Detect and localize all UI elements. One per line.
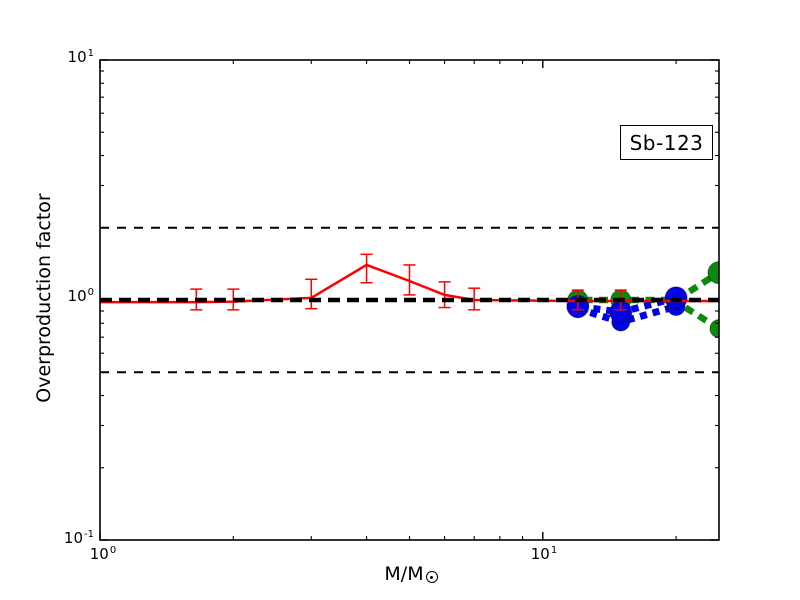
x-axis-tick-label-10: 101 bbox=[513, 545, 575, 565]
y-axis-tick-label-0p1: 10-1 bbox=[18, 529, 94, 549]
y-axis-tick-label-10: 101 bbox=[18, 48, 94, 68]
isotope-label-box: Sb-123 bbox=[620, 125, 713, 160]
sun-symbol-icon bbox=[425, 571, 438, 583]
tick-base: 10 bbox=[63, 529, 84, 547]
tick-exponent: 1 bbox=[87, 48, 94, 59]
green-massive-flat-upper-branch-marker bbox=[707, 261, 719, 285]
data-layer bbox=[100, 253, 719, 339]
isotope-label: Sb-123 bbox=[629, 130, 704, 155]
x-axis-title: M/M bbox=[351, 563, 471, 585]
tick-exponent: 0 bbox=[109, 545, 117, 556]
tick-base: 10 bbox=[530, 545, 550, 563]
green-massive-lower-branch-marker bbox=[709, 319, 719, 339]
y-axis-title: Overproduction factor bbox=[33, 193, 55, 403]
x-axis-title-text: M/M bbox=[384, 563, 424, 585]
axis-ticks bbox=[99, 59, 719, 541]
tick-base: 10 bbox=[67, 48, 87, 66]
tick-base: 10 bbox=[89, 545, 109, 563]
y-axis-tick-label-1: 100 bbox=[18, 287, 94, 307]
green-massive-flat-upper-branch-line bbox=[567, 269, 719, 304]
sun-symbol-dot bbox=[430, 575, 434, 579]
tick-base: 10 bbox=[67, 287, 87, 305]
x-axis-tick-label-1: 100 bbox=[72, 545, 134, 565]
tick-exponent: 1 bbox=[550, 545, 558, 556]
tick-exponent: -1 bbox=[84, 529, 94, 540]
tick-exponent: 0 bbox=[87, 287, 94, 298]
